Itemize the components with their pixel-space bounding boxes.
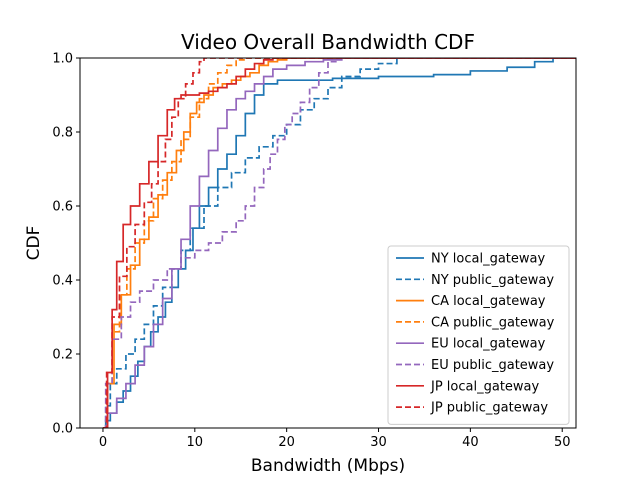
x-tick-label: 10 (187, 435, 204, 450)
legend-label: JP public_gateway (430, 401, 548, 416)
series-lines (102, 58, 576, 428)
legend-label: CA public_gateway (431, 315, 555, 330)
series-line-jp-public-gateway (102, 58, 576, 428)
y-tick-label: 0.2 (52, 348, 73, 363)
series-line-eu-local-gateway (102, 58, 576, 428)
plot-frame (79, 57, 577, 429)
series-line-ny-local-gateway (102, 58, 576, 428)
series-line-eu-public-gateway (102, 58, 576, 428)
y-tick-label: 0.0 (52, 422, 73, 437)
x-tick-label: 50 (554, 435, 571, 450)
y-tick-label: 0.6 (52, 200, 73, 215)
x-axis-label: Bandwidth (Mbps) (251, 456, 405, 476)
x-axis-ticks: 0 10 20 30 40 50 (99, 428, 571, 450)
series-line-ca-public-gateway (102, 58, 576, 428)
plot-area (102, 58, 576, 428)
y-tick-label: 1.0 (52, 52, 73, 67)
y-tick-label: 0.4 (52, 274, 73, 289)
legend-label: JP local_gateway (430, 379, 540, 394)
legend-label: NY local_gateway (431, 252, 546, 267)
chart-title: Video Overall Bandwidth CDF (181, 30, 475, 54)
legend-box (387, 245, 570, 425)
series-line-ny-public-gateway (102, 58, 576, 428)
x-tick-label: 20 (278, 435, 295, 450)
x-tick-label: 30 (370, 435, 387, 450)
x-tick-label: 40 (462, 435, 479, 450)
legend-label: EU public_gateway (431, 358, 554, 373)
x-tick-label: 0 (99, 435, 107, 450)
legend-label: NY public_gateway (431, 273, 554, 288)
legend-label: CA local_gateway (431, 294, 546, 309)
y-axis-label: CDF (24, 226, 44, 261)
legend-label: EU local_gateway (431, 337, 546, 352)
legend: NY local_gateway NY public_gateway CA loca… (387, 245, 570, 425)
y-tick-label: 0.8 (52, 126, 73, 141)
y-axis-ticks: 0.0 0.2 0.4 0.6 0.8 1.0 (52, 52, 80, 437)
series-line-ca-local-gateway (102, 58, 576, 428)
